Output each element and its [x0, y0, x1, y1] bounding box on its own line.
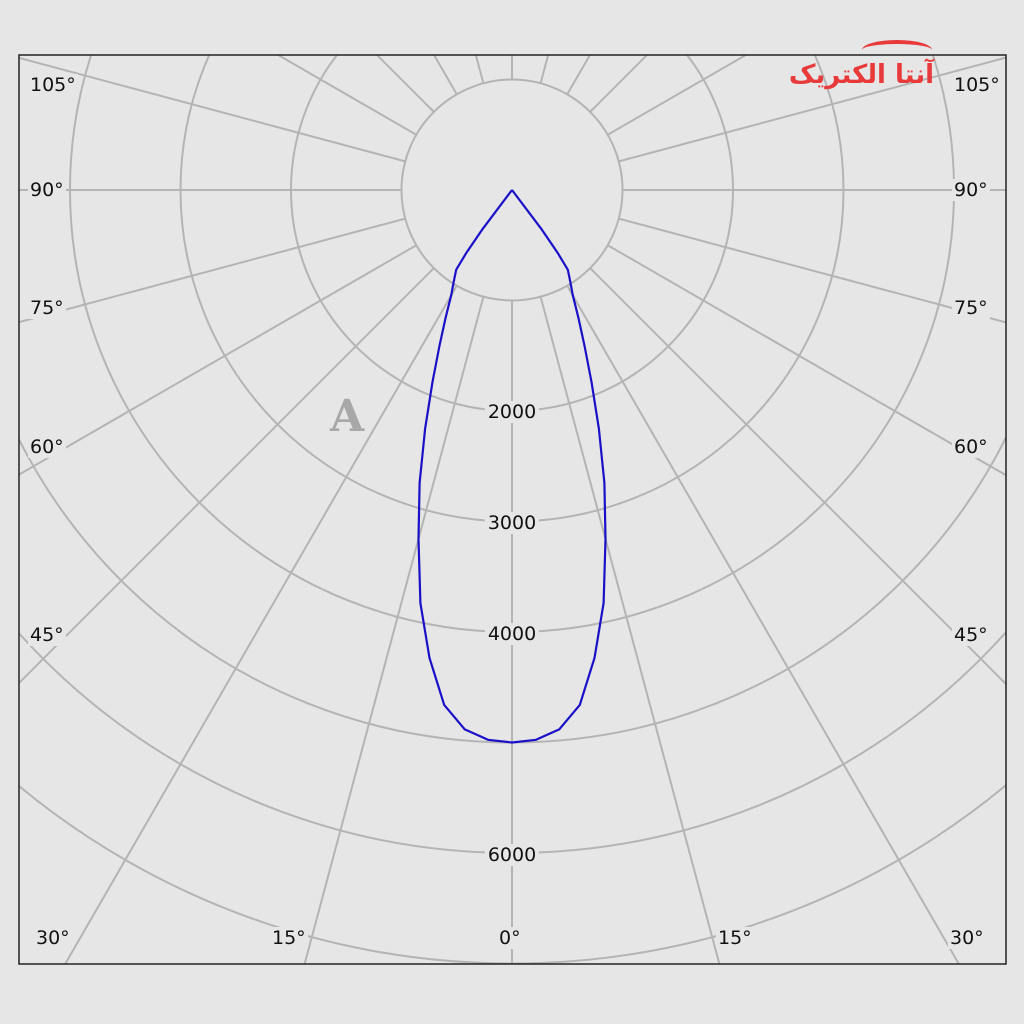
angle-label-bottom-15-left: 15°: [270, 927, 308, 949]
grid-spoke-225: [376, 55, 435, 113]
grid-spoke-345: [303, 296, 485, 964]
angle-label-right-90: 90°: [952, 179, 990, 201]
angle-label-bottom-30-left: 30°: [34, 927, 72, 949]
ring-label-2000: 2000: [484, 401, 540, 423]
ring-label-4000: 4000: [484, 623, 540, 645]
grid-spoke-300: [19, 244, 417, 476]
grid-spoke-330: [64, 285, 458, 964]
grid-spoke-195: [474, 55, 485, 84]
grid-spoke-255: [19, 56, 406, 163]
grid-spoke-315: [19, 267, 435, 684]
chart-frame: [18, 54, 1007, 965]
angle-label-right-75: 75°: [952, 297, 990, 319]
angle-label-bottom-0: 0°: [497, 927, 523, 949]
plot-area: [19, 55, 1006, 964]
grid-spoke-15: [539, 296, 721, 964]
ring-label-6000: 6000: [484, 844, 540, 866]
logo-swoosh-icon: [862, 40, 932, 60]
angle-label-bottom-30-right: 30°: [948, 927, 986, 949]
intensity-curve-0: [417, 189, 607, 744]
grid-spoke-135: [589, 55, 648, 113]
watermark-logo: A: [330, 391, 365, 442]
grid-spoke-45: [589, 267, 1006, 685]
grid-spoke-240: [277, 55, 417, 136]
angle-label-right-45: 45°: [952, 624, 990, 646]
brand-logo: آنتا الکتریک: [788, 60, 934, 90]
angle-label-left-75: 75°: [28, 297, 66, 319]
grid-spoke-120: [607, 55, 747, 136]
grid-spoke-150: [566, 55, 591, 95]
angle-label-right-105: 105°: [952, 74, 1002, 96]
angle-label-left-90: 90°: [28, 179, 66, 201]
grid-spoke-165: [539, 55, 550, 84]
angle-label-left-105: 105°: [28, 74, 78, 96]
angle-label-left-60: 60°: [28, 436, 66, 458]
angle-label-right-60: 60°: [952, 436, 990, 458]
angle-label-left-45: 45°: [28, 624, 66, 646]
angle-label-bottom-15-right: 15°: [716, 927, 754, 949]
grid-spoke-75: [618, 217, 1006, 324]
grid-spoke-285: [19, 217, 406, 324]
grid-spoke-210: [433, 55, 458, 95]
ring-label-3000: 3000: [484, 512, 540, 534]
grid-spoke-60: [607, 244, 1006, 477]
grid-spoke-30: [566, 285, 960, 964]
grid-spoke-105: [618, 56, 1006, 163]
